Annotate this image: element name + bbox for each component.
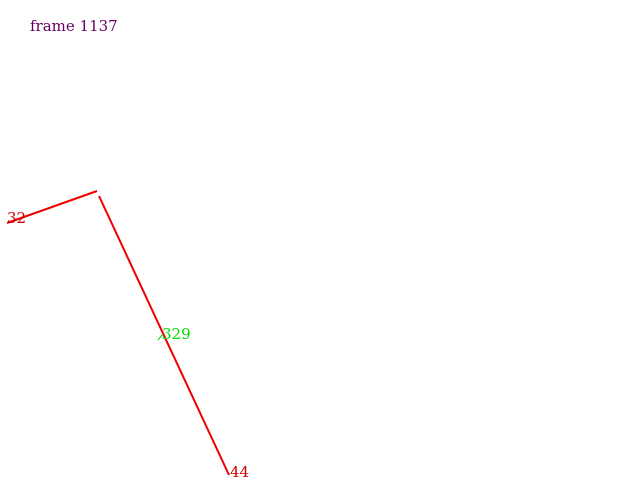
midpoint-tick	[157, 333, 164, 341]
frame-label: frame 1137	[30, 17, 118, 35]
midpoint-label: 329	[162, 325, 191, 343]
left-end-label: 32	[7, 209, 26, 227]
lower-segment	[98, 195, 230, 476]
upper-segment	[6, 190, 98, 224]
bottom-end-label: 44	[230, 463, 249, 480]
